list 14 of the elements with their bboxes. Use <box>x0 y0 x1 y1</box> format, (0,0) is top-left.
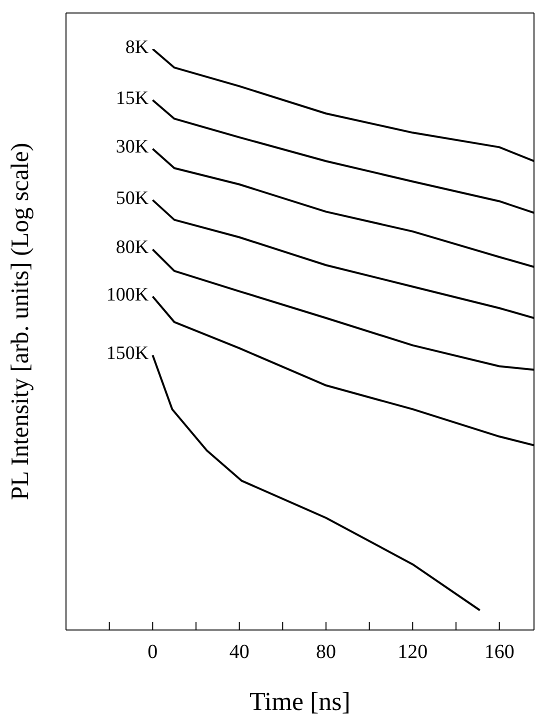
series-label: 8K <box>125 36 149 58</box>
series-label: 15K <box>116 88 149 109</box>
y-axis-title: PL Intensity [arb. units] (Log scale) <box>7 142 34 500</box>
series-label: 30K <box>116 136 149 158</box>
x-tick-label: 80 <box>316 641 336 663</box>
series-label: 150K <box>106 342 149 364</box>
x-tick-label: 0 <box>148 641 158 663</box>
series-label: 50K <box>116 188 149 209</box>
x-tick-label: 40 <box>229 641 250 663</box>
series-label: 80K <box>116 237 149 258</box>
x-tick-label: 120 <box>398 641 428 663</box>
x-axis-title: Time [ns] <box>250 687 350 716</box>
x-tick-label: 160 <box>484 641 514 663</box>
series-label: 100K <box>106 284 149 306</box>
